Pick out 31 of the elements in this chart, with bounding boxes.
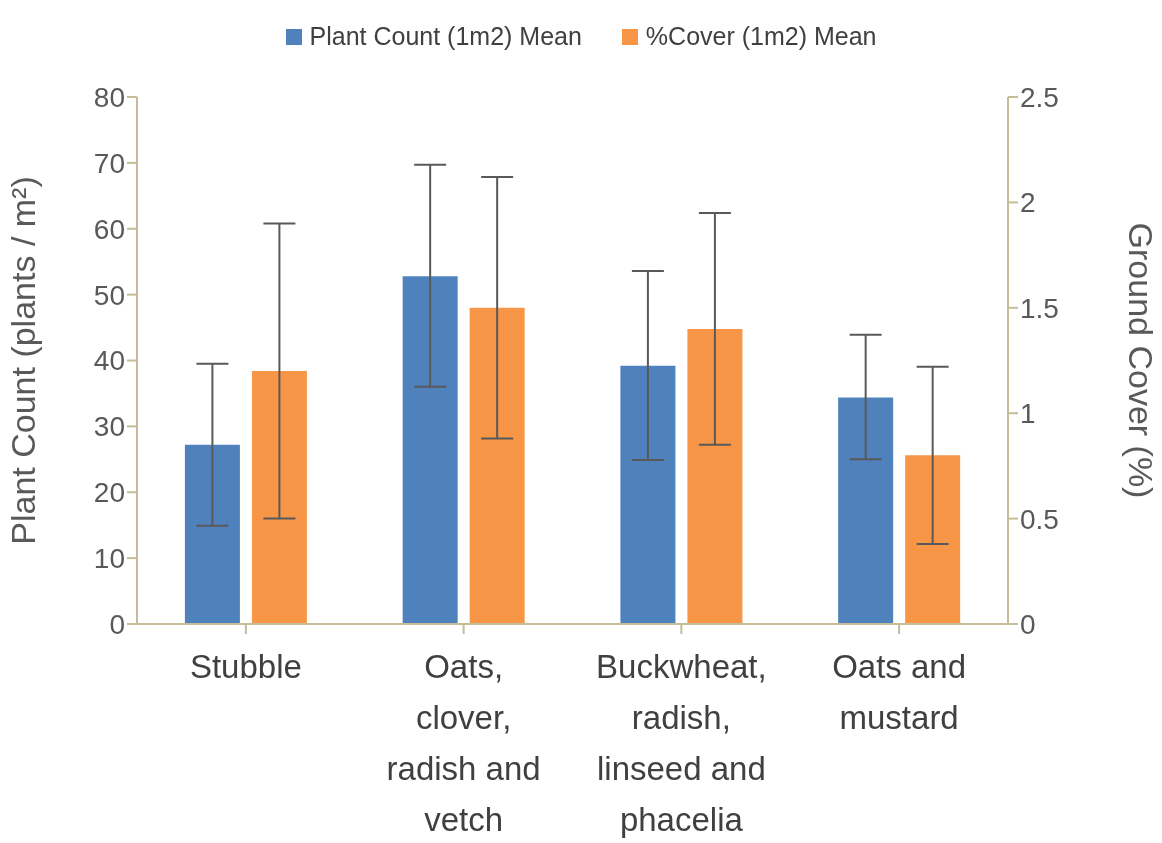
y-tick-label: 0 xyxy=(109,608,125,640)
bar xyxy=(469,307,525,624)
x-tick-label: Buckwheat, radish, linseed and phacelia xyxy=(596,648,767,838)
y2-tick-label: 0 xyxy=(1020,608,1036,640)
y2-tick-label: 1 xyxy=(1020,398,1036,430)
y2-tick-label: 0.5 xyxy=(1020,503,1059,535)
y-tick-label: 20 xyxy=(93,477,125,509)
bar xyxy=(838,397,894,624)
bar xyxy=(620,365,676,624)
x-tick-label: Oats, clover, radish and vetch xyxy=(386,648,541,838)
bar xyxy=(687,328,743,624)
y2-tick-label: 2.5 xyxy=(1020,81,1059,113)
y-tick-label: 50 xyxy=(93,279,125,311)
y-tick-label: 70 xyxy=(93,147,125,179)
bar xyxy=(402,276,458,624)
y2-axis-title: Ground Cover (%) xyxy=(1121,222,1160,499)
x-tick-label: Oats and mustard xyxy=(832,648,967,736)
y-tick-label: 80 xyxy=(93,81,125,113)
x-tick-label: Stubble xyxy=(189,648,302,685)
bar xyxy=(184,444,240,624)
bar xyxy=(251,371,307,624)
y-axis-title: Plant Count (plants / m²) xyxy=(4,176,43,545)
y2-tick-label: 1.5 xyxy=(1020,292,1059,324)
y-tick-label: 10 xyxy=(93,543,125,575)
legend-label: Plant Count (1m2) Mean xyxy=(309,22,582,51)
y2-tick-label: 2 xyxy=(1020,187,1036,219)
y-tick-label: 40 xyxy=(93,345,125,377)
bar xyxy=(905,455,961,624)
legend-label: %Cover (1m2) Mean xyxy=(645,22,877,51)
y-tick-label: 30 xyxy=(93,411,125,443)
y-tick-label: 60 xyxy=(93,213,125,245)
